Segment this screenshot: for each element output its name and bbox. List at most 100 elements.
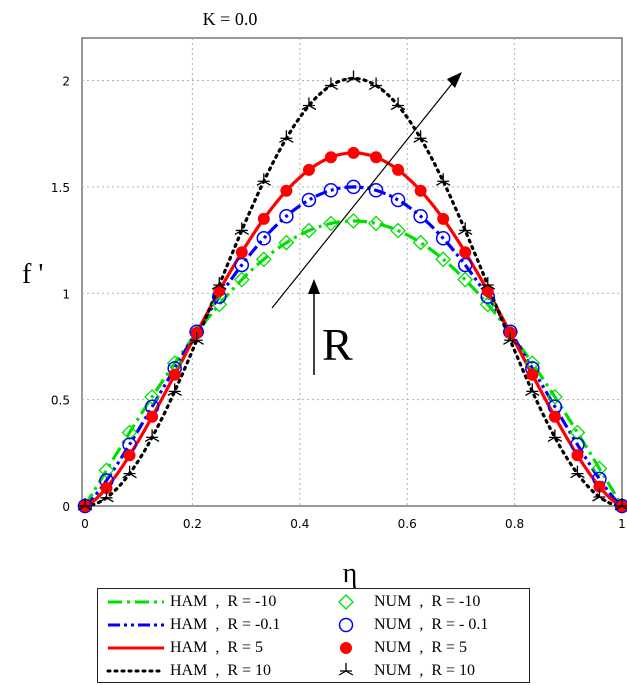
series-marker: [437, 212, 450, 225]
series-marker: [526, 368, 539, 381]
series-marker: [414, 184, 427, 197]
legend-label: NUM , R = 5: [374, 639, 468, 656]
series-marker: [99, 489, 114, 503]
series-marker: [257, 212, 270, 225]
series-marker: [98, 462, 115, 479]
legend-label: NUM , R = -10: [374, 593, 481, 610]
series-marker: [168, 368, 181, 381]
y-tick-label: 2: [62, 75, 70, 89]
x-tick-label: 0.8: [505, 517, 524, 531]
series-marker: [345, 213, 362, 229]
trend-arrow-line: [271, 79, 456, 309]
series-marker: [435, 231, 451, 246]
legend-marker-sample: [338, 617, 354, 633]
series-marker: [234, 222, 250, 235]
legend-line-sample: [106, 669, 166, 673]
x-tick-label: 0.2: [183, 517, 202, 531]
legend-label: HAM , R = -0.1: [170, 616, 281, 633]
series-marker: [412, 234, 429, 251]
series-marker: [146, 410, 159, 423]
legend-label: HAM , R = 5: [170, 639, 264, 656]
series-marker: [392, 163, 405, 176]
series-marker: [323, 183, 339, 198]
series-marker: [167, 383, 182, 396]
y-tick-label: 0.5: [51, 394, 70, 408]
series-markers: [77, 70, 627, 514]
y-tick-label: 1.5: [51, 181, 70, 195]
series-marker: [435, 173, 451, 186]
x-tick-label: 0.6: [398, 517, 417, 531]
series-marker: [370, 151, 383, 164]
legend-label: HAM , R = 10: [170, 662, 272, 679]
series-line: [83, 219, 624, 507]
legend-marker: [338, 663, 354, 676]
series-marker: [346, 70, 361, 83]
legend-line-sample: [108, 646, 164, 650]
series-marker: [323, 215, 339, 232]
series-marker: [435, 251, 452, 268]
series-marker: [593, 480, 606, 493]
series-marker: [547, 429, 563, 442]
series-marker: [457, 222, 473, 235]
series-marker: [459, 246, 472, 259]
legend-row: HAM , R = 5 NUM , R = 5: [98, 637, 529, 659]
series-marker: [413, 208, 428, 224]
legend: HAM , R = -10 NUM , R = -10 HAM , R = -0.1…: [97, 588, 530, 683]
series-marker: [121, 424, 138, 441]
series-marker: [347, 146, 360, 159]
legend-row: HAM , R = 10 NUM , R = 10: [98, 660, 529, 682]
series-marker: [255, 251, 272, 268]
series-marker: [122, 465, 137, 479]
chart-canvas: K = 0.0 0 0.2 0.4 0.6 0.8 1 0 0.5 1 1.5 2 R f ' η: [22, 9, 627, 588]
series-marker: [302, 163, 315, 176]
series-marker: [390, 192, 406, 208]
series-marker: [368, 183, 384, 198]
r-annotation-label: R: [322, 319, 353, 370]
series-marker: [503, 332, 518, 345]
series-line: [83, 76, 624, 508]
series-marker: [323, 77, 339, 91]
x-tick-label: 0.4: [290, 517, 309, 531]
series-lines: [83, 76, 624, 508]
series-marker: [301, 192, 317, 208]
legend-marker-sample: [340, 642, 352, 654]
series-marker: [77, 498, 93, 511]
legend-row: HAM , R = -0.1 NUM , R = - 0.1: [98, 614, 529, 636]
series-marker: [235, 246, 248, 259]
series-marker: [480, 276, 496, 290]
series-marker: [144, 388, 161, 405]
series-marker: [346, 179, 361, 195]
y-tick-label: 1: [62, 287, 70, 301]
y-axis-label: f ': [22, 259, 43, 290]
x-tick-label: 1: [618, 517, 626, 531]
series-marker: [569, 424, 586, 441]
series-marker: [256, 231, 272, 246]
legend-label: NUM , R = - 0.1: [374, 616, 489, 633]
series-marker: [457, 271, 474, 288]
legend-marker: [340, 642, 352, 654]
legend-label: HAM , R = -10: [170, 593, 277, 610]
trend-arrow-head: [447, 72, 462, 88]
legend-line-sample: [108, 623, 164, 627]
series-marker: [570, 465, 585, 479]
series-marker: [614, 498, 627, 511]
series-marker: [368, 77, 384, 91]
series-marker: [390, 97, 406, 111]
series-marker: [591, 460, 608, 477]
legend-line-sample: [108, 600, 164, 604]
legend-marker-sample: [338, 594, 354, 610]
series-marker: [189, 332, 204, 345]
chart-title: K = 0.0: [203, 9, 258, 29]
y-tick-label: 0: [62, 500, 70, 514]
series-marker: [368, 215, 384, 232]
series-marker: [457, 257, 473, 273]
x-axis-label: η: [343, 558, 358, 588]
series-marker: [390, 222, 406, 239]
series-marker: [525, 383, 540, 396]
series-marker: [213, 285, 226, 298]
annotation-group: R: [271, 72, 462, 375]
series-marker: [256, 173, 272, 186]
legend-row: HAM , R = -10 NUM , R = -10: [98, 591, 529, 613]
series-marker: [100, 481, 113, 494]
plot-frame: [81, 37, 623, 507]
